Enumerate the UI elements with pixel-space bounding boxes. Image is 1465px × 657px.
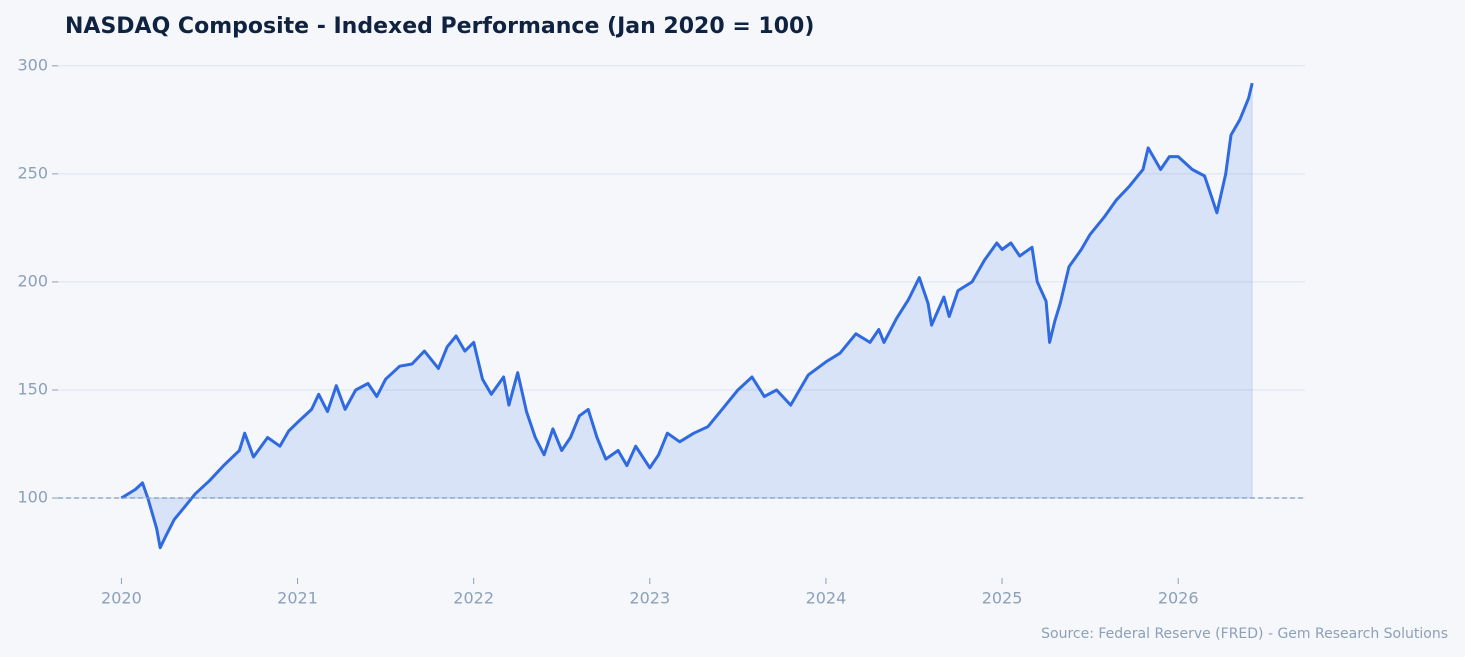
x-tick-label: 2021 xyxy=(277,589,318,608)
x-tick-label: 2022 xyxy=(453,589,494,608)
y-tick-label: 250 xyxy=(17,163,48,182)
x-tick-label: 2025 xyxy=(982,589,1023,608)
y-tick-label: 300 xyxy=(17,55,48,74)
y-tick-label: 150 xyxy=(17,379,48,398)
y-tick-label: 100 xyxy=(17,488,48,507)
chart-title: NASDAQ Composite - Indexed Performance (… xyxy=(65,14,814,39)
x-tick-label: 2020 xyxy=(101,589,142,608)
x-tick-label: 2023 xyxy=(629,589,670,608)
line xyxy=(120,82,1254,550)
x-tick-label: 2024 xyxy=(806,589,847,608)
source-note: Source: Federal Reserve (FRED) - Gem Res… xyxy=(1041,626,1448,642)
y-tick-label: 200 xyxy=(17,271,48,290)
x-tick-label: 2026 xyxy=(1158,589,1199,608)
